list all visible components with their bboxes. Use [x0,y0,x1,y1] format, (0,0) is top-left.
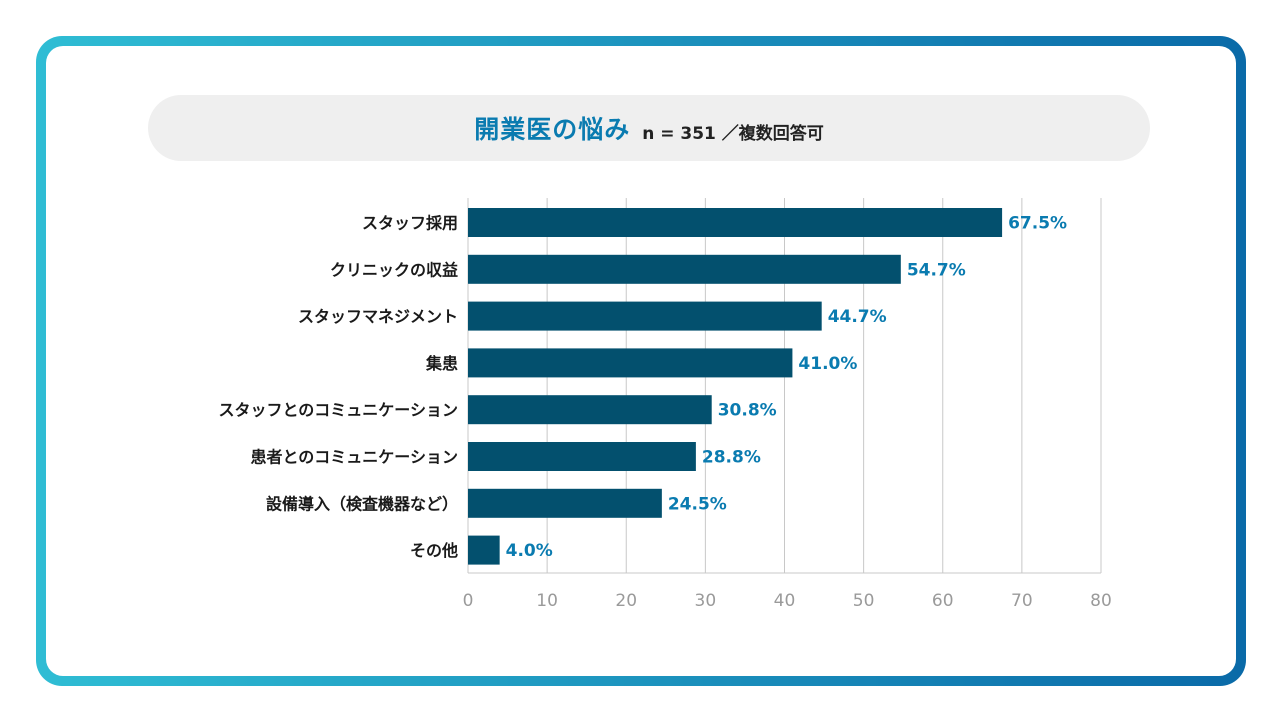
bar [468,442,696,471]
value-label: 67.5% [1008,214,1067,234]
x-tick-label: 30 [695,591,717,611]
bar [468,254,901,284]
value-label: 41.0% [798,354,857,374]
x-tick-label: 50 [853,591,875,611]
x-tick-label: 80 [1090,591,1112,611]
title-banner: 開業医の悩み n = 351 ／複数回答可 [148,95,1150,161]
bar [468,301,822,331]
x-tick-label: 70 [1011,591,1033,611]
bar [468,488,662,518]
chart-subtitle: n = 351 ／複数回答可 [642,123,824,144]
category-label: 集患 [425,354,458,373]
value-label: 30.8% [718,401,777,421]
x-tick-label: 40 [774,591,796,611]
category-label: 設備導入（検査機器など） [266,494,458,513]
value-label: 4.0% [506,541,553,561]
x-tick-label: 10 [536,591,558,611]
chart-title: 開業医の悩み [474,115,631,144]
value-label: 24.5% [668,494,727,514]
category-label: スタッフとのコミュニケーション [218,401,458,420]
category-label: スタッフマネジメント [298,307,458,326]
category-label: スタッフ採用 [362,214,458,233]
category-label: クリニックの収益 [330,260,458,279]
value-label: 28.8% [702,448,761,468]
category-label: その他 [410,541,458,560]
bar [468,348,793,378]
bar [468,535,500,565]
x-tick-label: 60 [932,591,954,611]
bar [468,208,1003,237]
x-tick-label: 0 [463,591,474,611]
value-label: 54.7% [907,260,966,280]
bar [468,395,712,425]
x-tick-label: 20 [615,591,637,611]
value-label: 44.7% [828,307,887,327]
category-label: 患者とのコミュニケーション [250,448,458,467]
